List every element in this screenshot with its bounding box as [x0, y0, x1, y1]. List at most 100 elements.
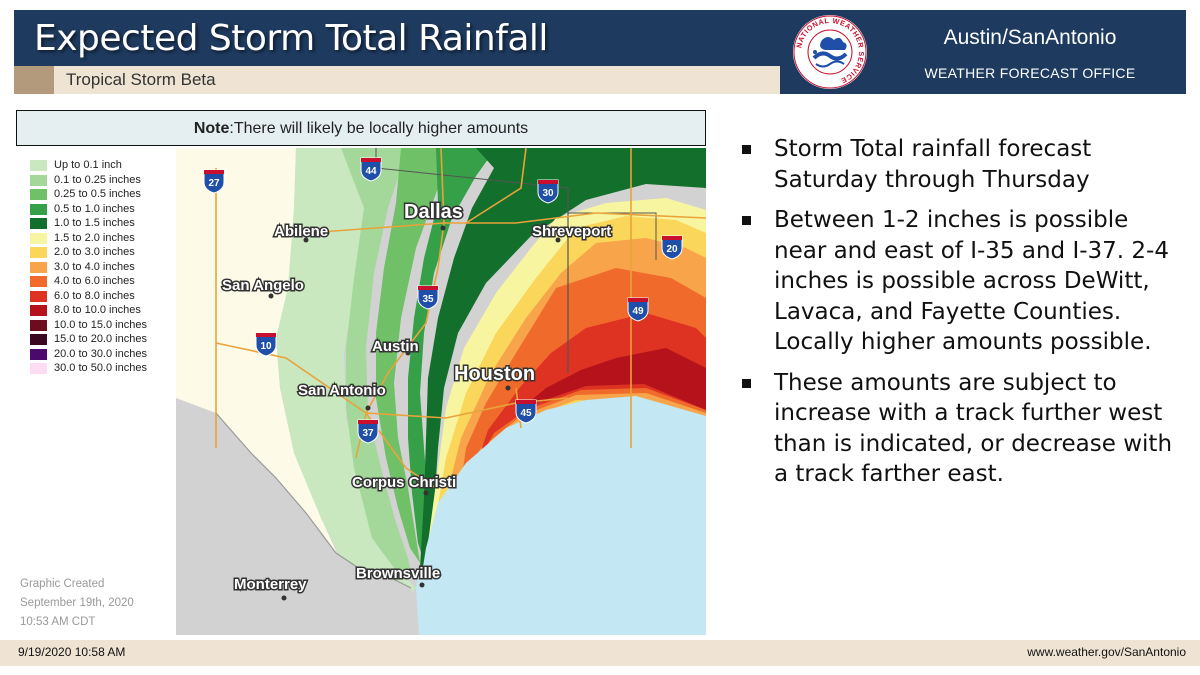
- svg-text:27: 27: [208, 178, 220, 189]
- city-label-shreveport: Shreveport: [532, 223, 611, 240]
- i10-shield: 10: [255, 332, 277, 357]
- legend-swatch: [30, 189, 47, 200]
- rain-band-025: [341, 148, 412, 578]
- city-label-abilene: Abilene: [274, 223, 328, 240]
- note-text: :There will likely be locally higher amo…: [229, 120, 529, 137]
- subtitle-bar: [14, 66, 780, 94]
- bullet-square-icon: [742, 378, 751, 388]
- nws-logo: NATIONAL WEATHER SERVICE: [793, 15, 867, 89]
- bullet-square-icon: [742, 216, 751, 225]
- i37-shield: 37: [357, 419, 379, 444]
- legend-label: 15.0 to 20.0 inches: [54, 333, 147, 345]
- bullet-square-icon: [742, 145, 751, 154]
- mexico-overlay: [176, 398, 418, 635]
- bullet-text: Storm Total rainfall forecast Saturday t…: [774, 136, 1092, 193]
- legend-swatch: [30, 290, 47, 302]
- page-title: Expected Storm Total Rainfall: [34, 18, 548, 59]
- rain-band-80: [476, 313, 706, 466]
- legend-label: 0.5 to 1.0 inches: [54, 202, 135, 215]
- gulf-coast: [418, 396, 706, 635]
- city-label-brownsville: Brownsville: [356, 565, 440, 582]
- city-label-corpus-christi: Corpus Christi: [352, 474, 456, 491]
- svg-text:49: 49: [632, 306, 644, 317]
- rain-band-15: [420, 148, 706, 598]
- bullet-list: Storm Total rainfall forecast Saturday t…: [740, 134, 1180, 500]
- rio-grande: [215, 412, 412, 589]
- svg-text:37: 37: [362, 428, 374, 439]
- i35-shield: 35: [417, 285, 439, 310]
- bullet-item: Between 1-2 inches is possible near and …: [740, 205, 1180, 358]
- legend-label: 4.0 to 6.0 inches: [54, 275, 135, 287]
- legend-swatch: [30, 174, 47, 186]
- bullet-text: Between 1-2 inches is possible near and …: [774, 207, 1169, 355]
- interstate-shields: 44 27 30 20 35 49 10: [203, 157, 683, 444]
- legend-label: 1.5 to 2.0 inches: [54, 231, 135, 244]
- legend-swatch: [30, 276, 47, 287]
- svg-text:35: 35: [422, 294, 434, 305]
- footer-website-link[interactable]: www.weather.gov/SanAntonio: [1027, 645, 1186, 659]
- footer-timestamp: 9/19/2020 10:58 AM: [18, 645, 126, 659]
- bullet-text: These amounts are subject to increase wi…: [774, 369, 1173, 488]
- legend-label: 20.0 to 30.0 inches: [54, 347, 147, 360]
- legend-swatch: [30, 305, 47, 316]
- legend-swatch: [30, 348, 47, 360]
- svg-text:45: 45: [520, 408, 532, 419]
- legend-label: 30.0 to 50.0 inches: [54, 362, 147, 374]
- rain-band-05: [376, 148, 466, 563]
- legend-swatch: [30, 334, 47, 345]
- legend-swatch: [30, 160, 47, 171]
- note-box: Note:There will likely be locally higher…: [16, 110, 706, 146]
- legend-label: 10.0 to 15.0 inches: [54, 318, 147, 331]
- i45-shield: 45: [515, 399, 537, 424]
- page-subtitle: Tropical Storm Beta: [66, 70, 216, 89]
- city-dots: [268, 225, 561, 601]
- office-subtitle: WEATHER FORECAST OFFICE: [924, 65, 1136, 81]
- legend-swatch: [30, 232, 47, 244]
- legend-swatch: [30, 319, 47, 331]
- legend-label: 0.1 to 0.25 inches: [54, 173, 141, 186]
- city-label-austin: Austin: [372, 338, 419, 355]
- legend-label: 3.0 to 4.0 inches: [54, 260, 135, 273]
- title-bar: [14, 10, 780, 66]
- city-label-monterrey: Monterrey: [234, 576, 307, 593]
- created-line: Graphic Created: [20, 578, 105, 590]
- legend-swatch: [30, 218, 47, 229]
- i30-shield: 30: [537, 179, 559, 204]
- legend-swatch: [30, 261, 47, 273]
- legend-label: 0.25 to 0.5 inches: [54, 188, 141, 200]
- svg-text:44: 44: [365, 166, 377, 177]
- legend-label: Up to 0.1 inch: [54, 159, 122, 171]
- legend-label: 1.0 to 1.5 inches: [54, 217, 135, 229]
- created-line: September 19th, 2020: [20, 597, 134, 609]
- rain-band-10: [408, 148, 496, 568]
- bullet-item: Storm Total rainfall forecast Saturday t…: [740, 134, 1180, 195]
- rainfall-map: 44 27 30 20 35 49 10: [176, 148, 706, 635]
- created-line: 10:53 AM CDT: [20, 616, 96, 628]
- i27-shield: 27: [203, 169, 225, 194]
- rain-band-100: [516, 348, 706, 413]
- i20-shield: 20: [661, 235, 683, 260]
- rain-band-trace: [176, 148, 352, 608]
- note-label: Note: [193, 120, 230, 137]
- i44-shield: 44: [360, 157, 382, 182]
- city-label-san-angelo: San Angelo: [222, 277, 304, 294]
- city-label-dallas: Dallas: [404, 201, 463, 223]
- legend-swatch: [30, 203, 47, 215]
- legend-swatch: [30, 247, 47, 258]
- city-label-san-antonio: San Antonio: [298, 382, 386, 399]
- rain-band-01: [276, 148, 416, 603]
- subtitle-accent: [14, 66, 54, 94]
- i49-shield: 49: [627, 297, 649, 322]
- svg-text:20: 20: [666, 244, 678, 255]
- svg-text:10: 10: [260, 341, 272, 352]
- city-label-houston: Houston: [454, 363, 535, 385]
- graphic-created-note: Graphic Created September 19th, 2020 10:…: [20, 575, 134, 632]
- bullet-item: These amounts are subject to increase wi…: [740, 368, 1180, 490]
- office-name: Austin/SanAntonio: [943, 26, 1117, 49]
- legend-label: 8.0 to 10.0 inches: [54, 304, 141, 316]
- legend-label: 6.0 to 8.0 inches: [54, 289, 135, 302]
- legend-swatch: [30, 363, 47, 374]
- legend-label: 2.0 to 3.0 inches: [54, 246, 135, 258]
- svg-text:30: 30: [542, 188, 554, 199]
- footer-bar: [0, 640, 1200, 666]
